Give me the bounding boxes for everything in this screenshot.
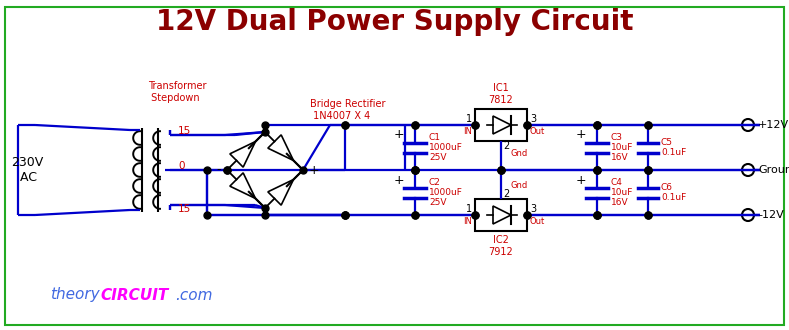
Text: Transformer
 Stepdown: Transformer Stepdown (148, 81, 207, 103)
Text: IC2
7912: IC2 7912 (488, 235, 514, 257)
Polygon shape (230, 142, 256, 167)
Text: CIRCUIT: CIRCUIT (100, 287, 168, 303)
Text: Gnd: Gnd (511, 149, 529, 158)
Text: 15: 15 (178, 204, 191, 214)
Text: .com: .com (175, 287, 212, 303)
Bar (475, 199, 527, 231)
Bar (475, 109, 527, 141)
Text: 230V
 AC: 230V AC (11, 156, 43, 184)
Text: 3: 3 (530, 204, 536, 214)
Text: IN: IN (463, 217, 472, 226)
Polygon shape (267, 180, 294, 205)
Text: 15: 15 (178, 126, 191, 136)
Text: 0: 0 (178, 161, 185, 171)
Text: -: - (216, 163, 221, 177)
Text: C4
10uF
16V: C4 10uF 16V (611, 178, 634, 207)
Text: 2: 2 (503, 141, 509, 151)
Polygon shape (267, 135, 294, 160)
Text: +: + (394, 128, 404, 142)
Polygon shape (230, 173, 256, 199)
Text: theory: theory (50, 287, 100, 303)
Text: Out: Out (530, 127, 545, 137)
Text: IN: IN (463, 127, 472, 137)
Text: 12V Dual Power Supply Circuit: 12V Dual Power Supply Circuit (156, 8, 634, 36)
Text: +: + (576, 128, 586, 142)
Text: C6
0.1uF: C6 0.1uF (661, 183, 686, 202)
Text: C3
10uF
16V: C3 10uF 16V (611, 133, 634, 162)
Text: +: + (309, 163, 320, 177)
Text: Out: Out (530, 217, 545, 226)
Text: Ground: Ground (758, 165, 789, 175)
Text: 1: 1 (466, 204, 472, 214)
Text: 3: 3 (530, 114, 536, 124)
Text: IC1
7812: IC1 7812 (488, 83, 514, 105)
Text: +12V: +12V (758, 120, 789, 130)
Text: C1
1000uF
25V: C1 1000uF 25V (429, 133, 463, 162)
Text: C5
0.1uF: C5 0.1uF (661, 138, 686, 157)
Text: 1: 1 (466, 114, 472, 124)
Text: Gnd: Gnd (511, 182, 529, 190)
Text: Bridge Rectifier
 1N4007 X 4: Bridge Rectifier 1N4007 X 4 (310, 99, 386, 121)
Text: +: + (576, 174, 586, 186)
Text: +: + (394, 174, 404, 186)
Text: 2: 2 (503, 189, 509, 199)
Text: C2
1000uF
25V: C2 1000uF 25V (429, 178, 463, 207)
Text: -12V: -12V (758, 210, 783, 220)
